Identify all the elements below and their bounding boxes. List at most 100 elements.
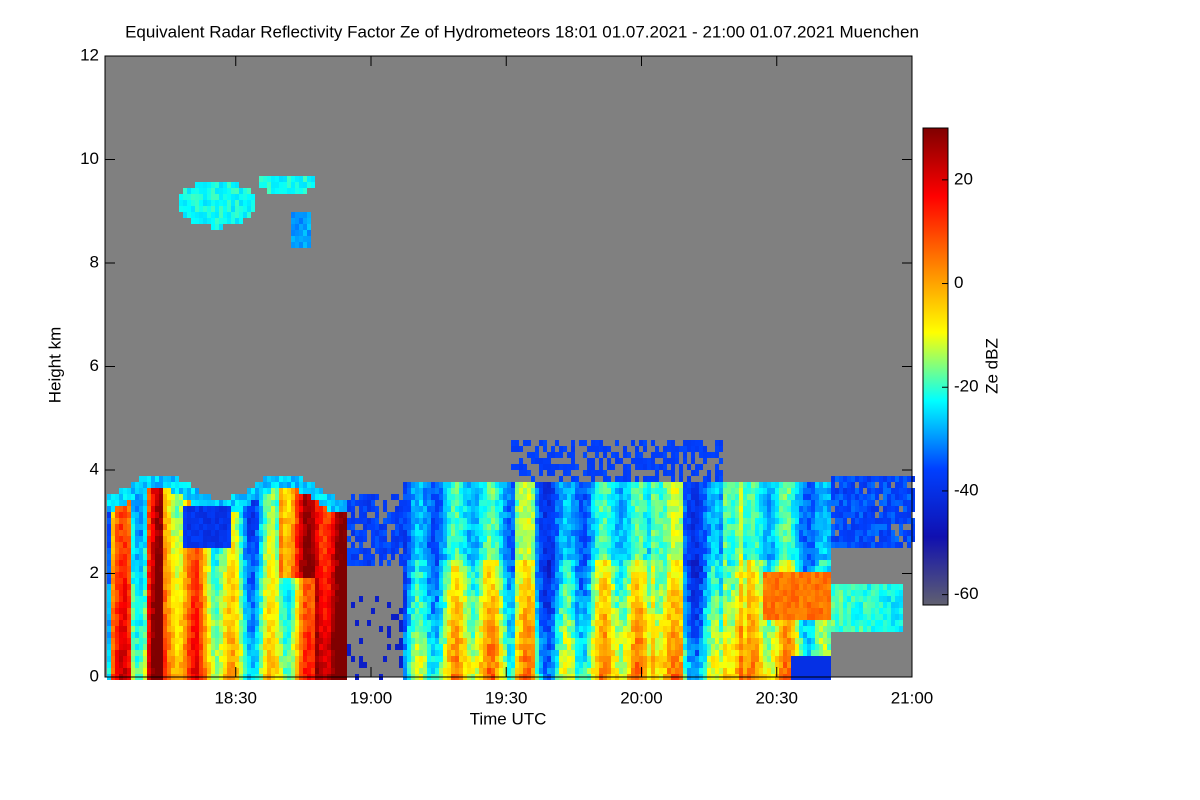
echo-cell: [459, 482, 463, 488]
echo-cell: [299, 236, 303, 242]
echo-cell: [659, 662, 663, 668]
echo-cell: [683, 548, 687, 554]
echo-cell: [191, 608, 195, 614]
echo-cell: [423, 632, 427, 638]
echo-cell: [235, 608, 239, 614]
echo-cell: [147, 662, 151, 668]
echo-cell: [539, 626, 543, 632]
echo-cell: [183, 518, 187, 524]
echo-cell: [263, 632, 267, 638]
echo-cell: [227, 530, 231, 536]
echo-cell: [271, 554, 275, 560]
echo-cell: [239, 194, 243, 200]
echo-cell: [623, 596, 627, 602]
echo-cell: [119, 578, 123, 584]
echo-cell: [211, 584, 215, 590]
echo-cell: [227, 620, 231, 626]
echo-cell: [683, 518, 687, 524]
echo-cell: [215, 512, 219, 518]
echo-cell: [587, 632, 591, 638]
echo-cell: [587, 650, 591, 656]
echo-cell: [687, 446, 691, 452]
echo-cell: [267, 560, 271, 566]
echo-cell: [571, 446, 575, 452]
echo-cell: [579, 536, 583, 542]
echo-cell: [475, 626, 479, 632]
echo-cell: [147, 506, 151, 512]
echo-cell: [343, 506, 347, 512]
echo-cell: [443, 614, 447, 620]
echo-cell: [107, 512, 111, 518]
echo-cell: [151, 536, 155, 542]
echo-cell: [471, 518, 475, 524]
echo-cell: [619, 536, 623, 542]
echo-cell: [595, 518, 599, 524]
echo-cell: [139, 542, 143, 548]
echo-cell: [527, 536, 531, 542]
echo-cell: [247, 506, 251, 512]
echo-cell: [135, 614, 139, 620]
echo-cell: [687, 440, 691, 446]
echo-cell: [379, 548, 383, 554]
echo-cell: [263, 536, 267, 542]
echo-cell: [655, 608, 659, 614]
echo-cell: [635, 596, 639, 602]
echo-cell: [683, 440, 687, 446]
echo-cell: [183, 542, 187, 548]
echo-cell: [687, 596, 691, 602]
echo-cell: [639, 512, 643, 518]
echo-cell: [471, 596, 475, 602]
echo-cell: [127, 494, 131, 500]
echo-cell: [447, 500, 451, 506]
echo-cell: [503, 620, 507, 626]
echo-cell: [611, 632, 615, 638]
echo-cell: [139, 482, 143, 488]
echo-cell: [675, 524, 679, 530]
echo-cell: [295, 638, 299, 644]
echo-cell: [483, 494, 487, 500]
echo-cell: [547, 524, 551, 530]
echo-cell: [443, 554, 447, 560]
echo-cell: [567, 500, 571, 506]
echo-cell: [119, 500, 123, 506]
echo-cell: [647, 500, 651, 506]
echo-cell: [115, 566, 119, 572]
echo-cell: [655, 584, 659, 590]
echo-cell: [419, 656, 423, 662]
echo-cell: [671, 608, 675, 614]
echo-cell: [699, 560, 703, 566]
echo-cell: [403, 482, 407, 488]
echo-cell: [651, 650, 655, 656]
echo-cell: [223, 662, 227, 668]
echo-cell: [479, 536, 483, 542]
echo-cell: [483, 560, 487, 566]
echo-cell: [567, 602, 571, 608]
echo-cell: [691, 494, 695, 500]
echo-cell: [643, 620, 647, 626]
echo-cell: [683, 632, 687, 638]
echo-cell: [239, 596, 243, 602]
echo-cell: [175, 560, 179, 566]
echo-cell: [203, 200, 207, 206]
echo-cell: [359, 536, 363, 542]
echo-cell: [343, 650, 347, 656]
echo-cell: [499, 638, 503, 644]
echo-cell: [443, 542, 447, 548]
echo-cell: [143, 518, 147, 524]
echo-cell: [179, 614, 183, 620]
echo-cell: [675, 488, 679, 494]
echo-cell: [583, 650, 587, 656]
echo-cell: [431, 644, 435, 650]
echo-cell: [323, 638, 327, 644]
echo-cell: [159, 554, 163, 560]
echo-cell: [151, 566, 155, 572]
echo-cell: [531, 554, 535, 560]
echo-cell: [107, 596, 111, 602]
echo-cell: [515, 572, 519, 578]
echo-cell: [583, 440, 587, 446]
echo-cell: [415, 494, 419, 500]
echo-cell: [671, 488, 675, 494]
echo-cell: [691, 614, 695, 620]
echo-cell: [199, 188, 203, 194]
echo-cell: [615, 560, 619, 566]
